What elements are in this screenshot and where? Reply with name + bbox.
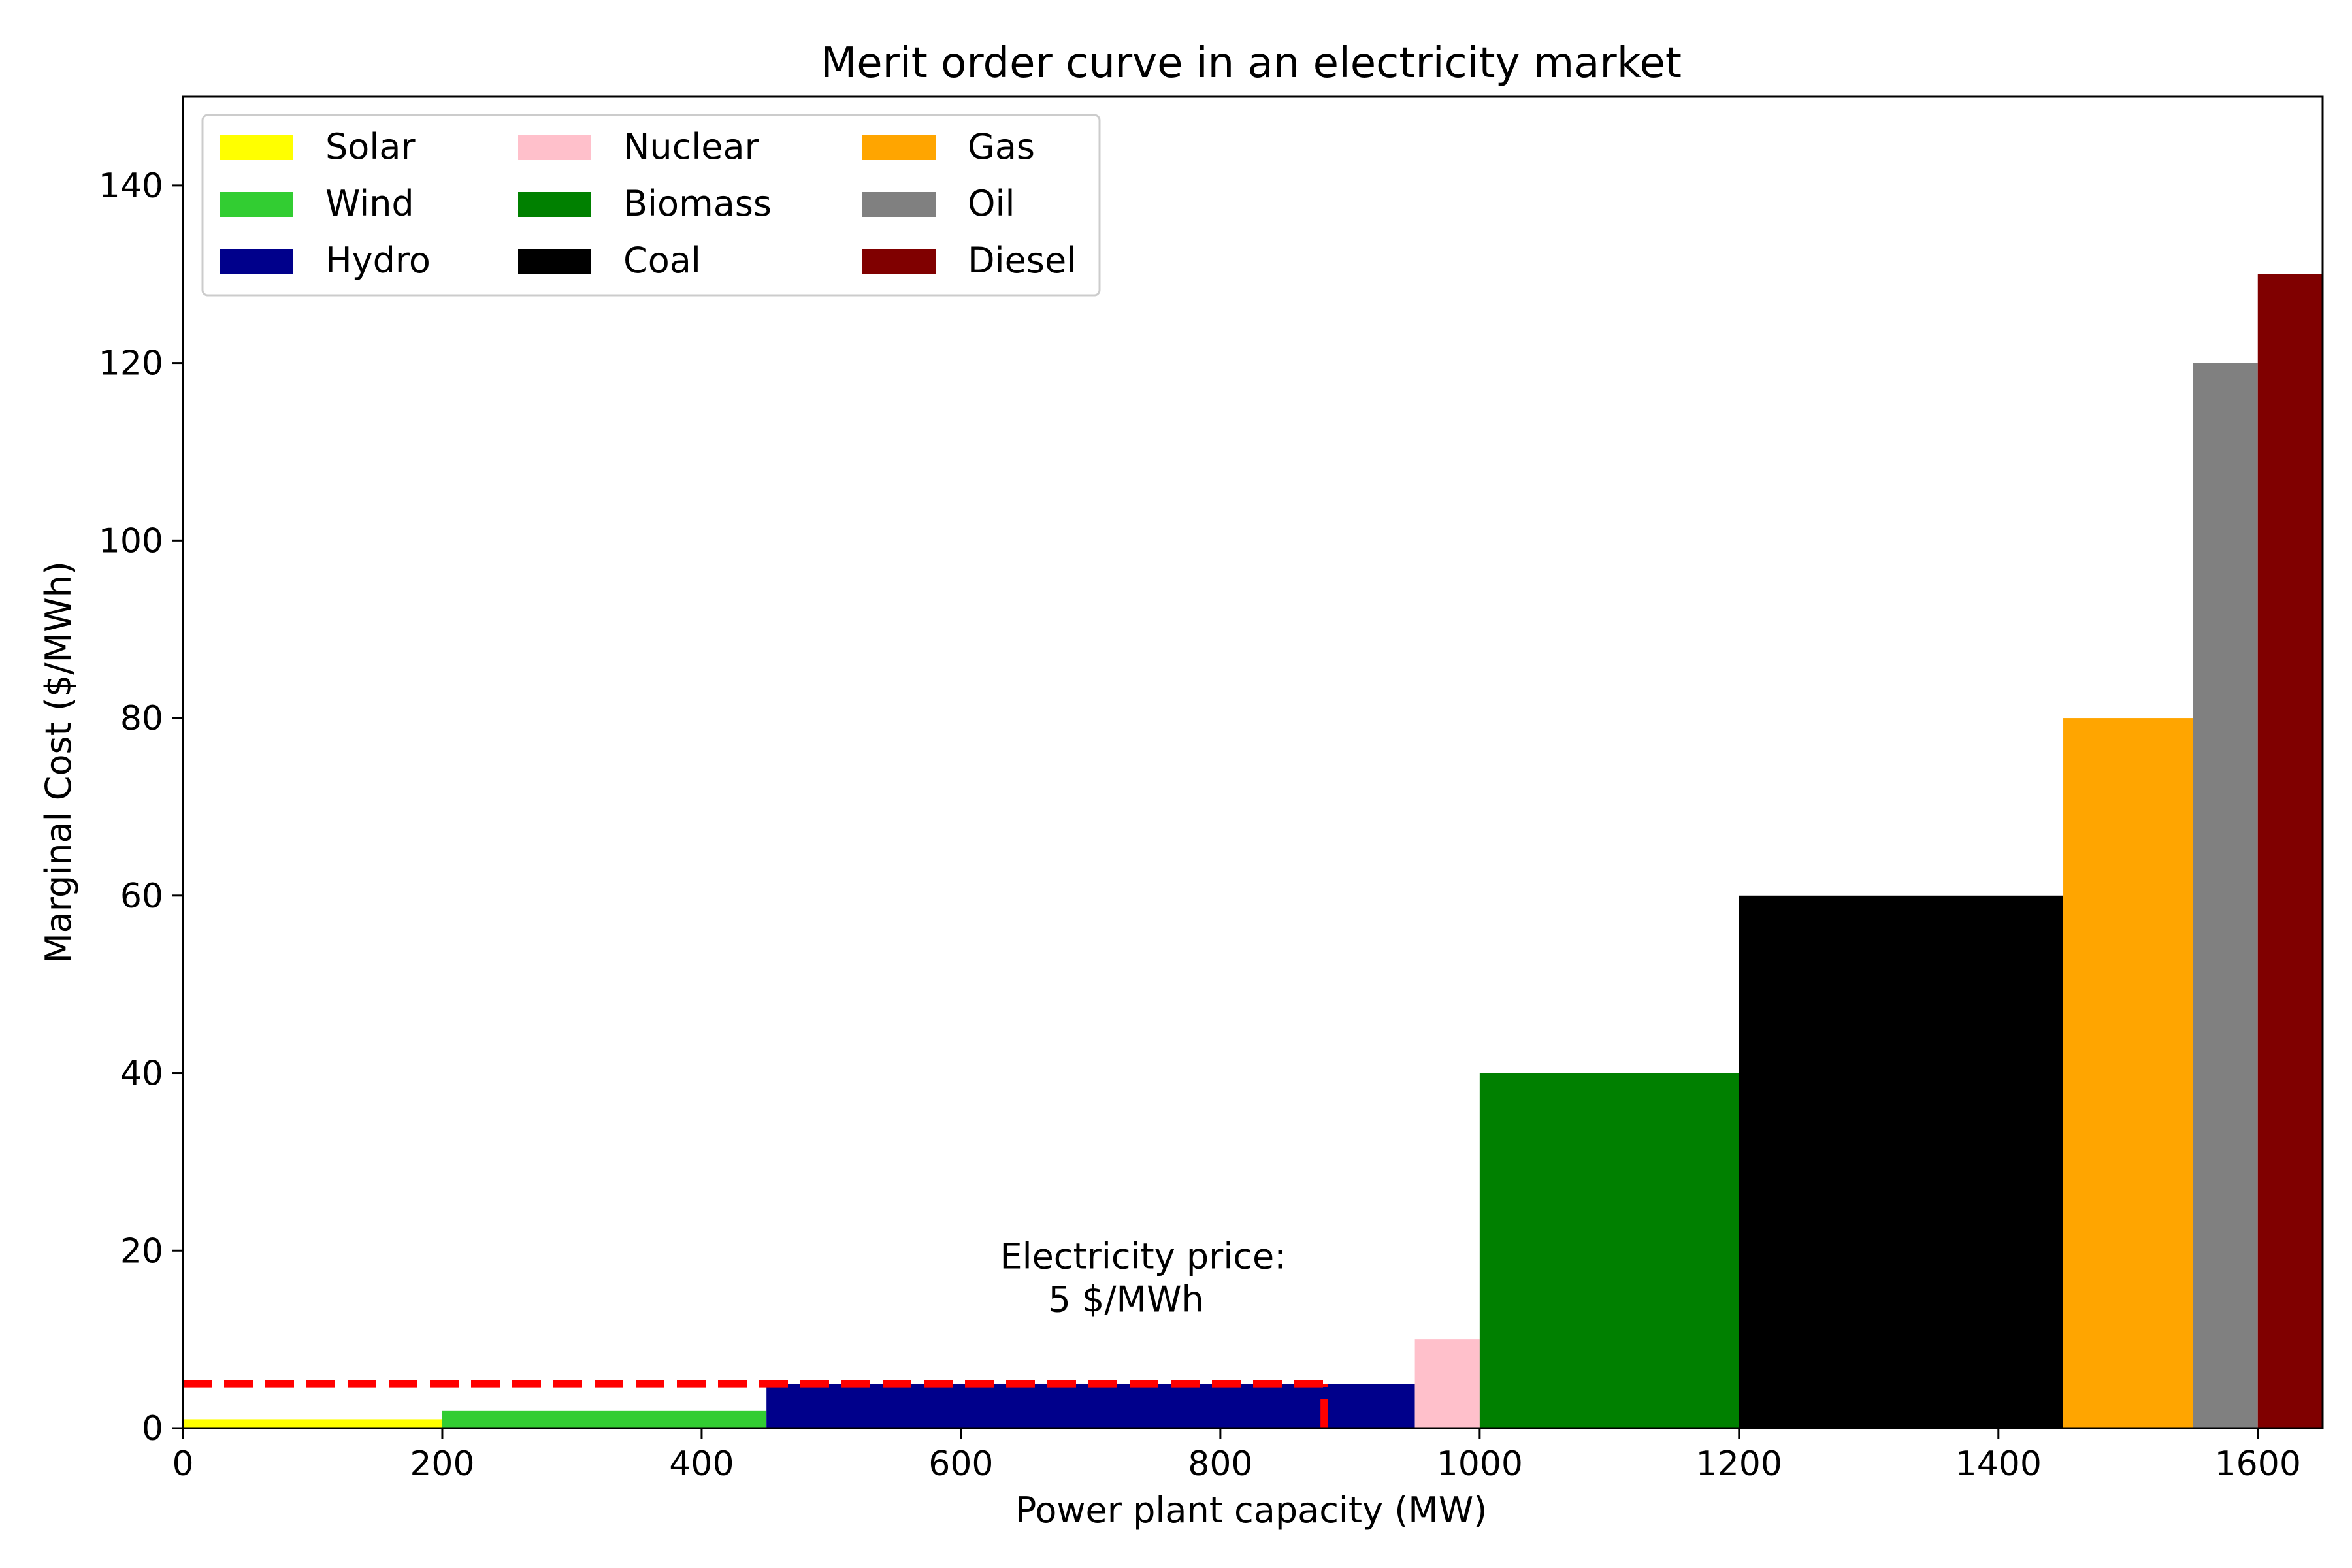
bar-coal [1739, 895, 2064, 1428]
legend-swatch-hydro [220, 249, 293, 274]
legend-swatch-coal [518, 249, 591, 274]
legend-swatch-solar [220, 135, 293, 160]
legend-swatch-gas [862, 135, 936, 160]
y-axis-label: Marginal Cost ($/MWh) [38, 561, 79, 964]
y-tick-label: 100 [99, 521, 163, 561]
x-tick-label: 600 [928, 1445, 993, 1484]
y-tick-label: 40 [120, 1054, 163, 1094]
x-tick-label: 200 [410, 1445, 474, 1484]
x-tick-label: 0 [172, 1445, 193, 1484]
legend-swatch-nuclear [518, 135, 591, 160]
y-tick-label: 120 [99, 344, 163, 384]
legend-label-nuclear: Nuclear [623, 126, 760, 167]
x-tick-label: 1400 [1955, 1445, 2042, 1484]
y-tick-label: 60 [120, 877, 163, 916]
price-annotation: Electricity price: 5 $/MWh [1000, 1235, 1286, 1320]
bar-hydro [766, 1384, 1415, 1428]
x-tick-label: 1200 [1696, 1445, 1782, 1484]
legend-label-solar: Solar [325, 126, 416, 167]
legend-label-biomass: Biomass [623, 183, 772, 224]
legend-label-oil: Oil [968, 183, 1015, 224]
bar-oil [2193, 363, 2258, 1428]
x-axis-ticks: 0 200 400 600 800 1000 1200 1400 1600 [172, 1428, 2301, 1484]
y-axis-ticks: 0 20 40 60 80 100 120 140 [99, 167, 183, 1448]
y-tick-label: 0 [142, 1409, 163, 1448]
x-tick-label: 1000 [1437, 1445, 1523, 1484]
legend-label-wind: Wind [325, 183, 414, 224]
x-tick-label: 1600 [2215, 1445, 2301, 1484]
legend-label-gas: Gas [968, 126, 1035, 167]
legend-swatch-biomass [518, 192, 591, 217]
bar-biomass [1479, 1073, 1739, 1428]
bar-nuclear [1414, 1339, 1480, 1428]
legend-swatch-oil [862, 192, 936, 217]
legend-label-hydro: Hydro [325, 240, 431, 281]
y-tick-label: 140 [99, 167, 163, 206]
bar-gas [2063, 718, 2193, 1428]
y-tick-label: 20 [120, 1232, 163, 1271]
chart-title: Merit order curve in an electricity mark… [821, 39, 1682, 88]
legend-label-diesel: Diesel [968, 240, 1076, 281]
price-lines-group [183, 1380, 1328, 1428]
bar-wind [442, 1410, 767, 1428]
annotation-line-2: 5 $/MWh [1048, 1279, 1203, 1320]
y-tick-label: 80 [120, 699, 163, 738]
bar-diesel [2257, 274, 2323, 1428]
legend-swatch-wind [220, 192, 293, 217]
annotation-line-1: Electricity price: [1000, 1235, 1286, 1277]
legend-label-coal: Coal [623, 240, 701, 281]
plot-frame [182, 95, 2324, 1429]
bar-solar [183, 1419, 442, 1428]
bars-group [183, 274, 2323, 1428]
x-tick-label: 800 [1188, 1445, 1252, 1484]
legend: Solar Wind Hydro Nuclear Biomass Coal Gas Oil Di… [201, 114, 1101, 297]
legend-swatch-diesel [862, 249, 936, 274]
x-axis-label: Power plant capacity (MW) [1015, 1490, 1488, 1531]
x-tick-label: 400 [669, 1445, 734, 1484]
